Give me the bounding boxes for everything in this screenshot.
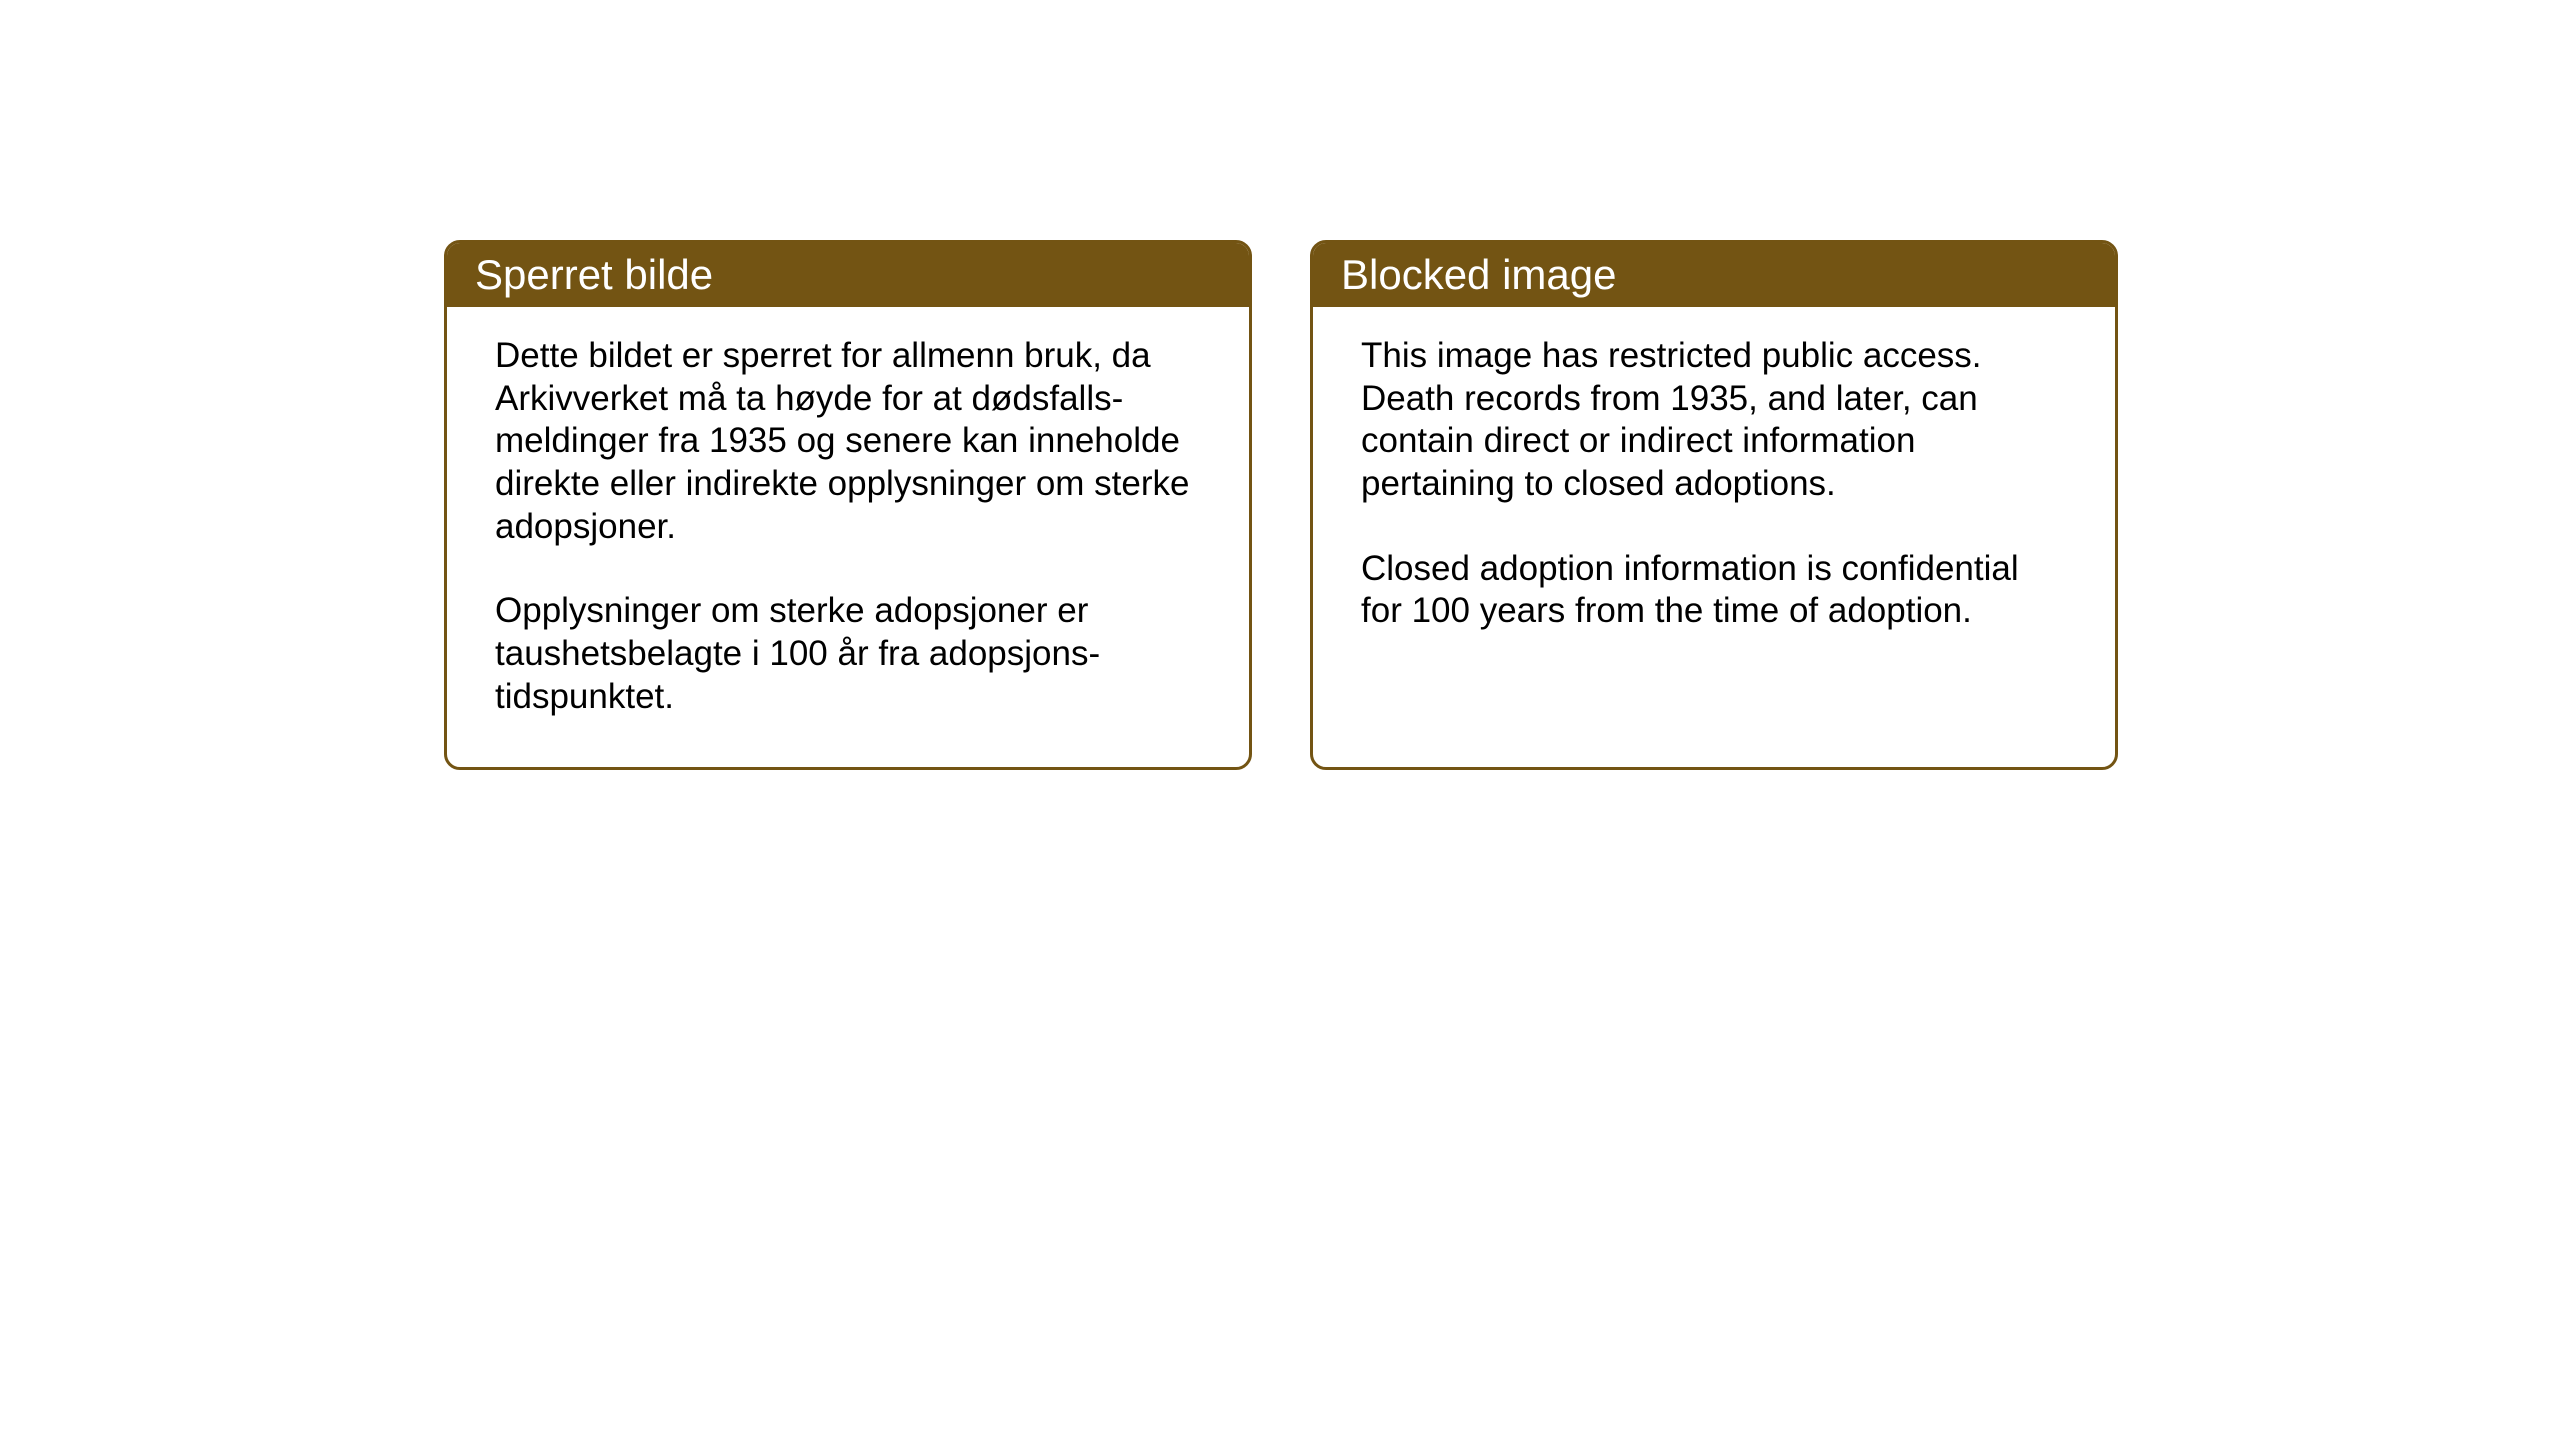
card-body-english: This image has restricted public access.… bbox=[1313, 307, 2115, 681]
card-paragraph: This image has restricted public access.… bbox=[1361, 335, 2067, 506]
card-norwegian: Sperret bilde Dette bildet er sperret fo… bbox=[444, 240, 1252, 770]
card-title: Sperret bilde bbox=[475, 251, 713, 298]
card-paragraph: Opplysninger om sterke adopsjoner er tau… bbox=[495, 590, 1201, 718]
card-header-english: Blocked image bbox=[1313, 243, 2115, 307]
card-paragraph: Dette bildet er sperret for allmenn bruk… bbox=[495, 335, 1201, 548]
card-title: Blocked image bbox=[1341, 251, 1616, 298]
cards-container: Sperret bilde Dette bildet er sperret fo… bbox=[444, 240, 2118, 770]
card-body-norwegian: Dette bildet er sperret for allmenn bruk… bbox=[447, 307, 1249, 767]
card-english: Blocked image This image has restricted … bbox=[1310, 240, 2118, 770]
card-paragraph: Closed adoption information is confident… bbox=[1361, 548, 2067, 633]
card-header-norwegian: Sperret bilde bbox=[447, 243, 1249, 307]
